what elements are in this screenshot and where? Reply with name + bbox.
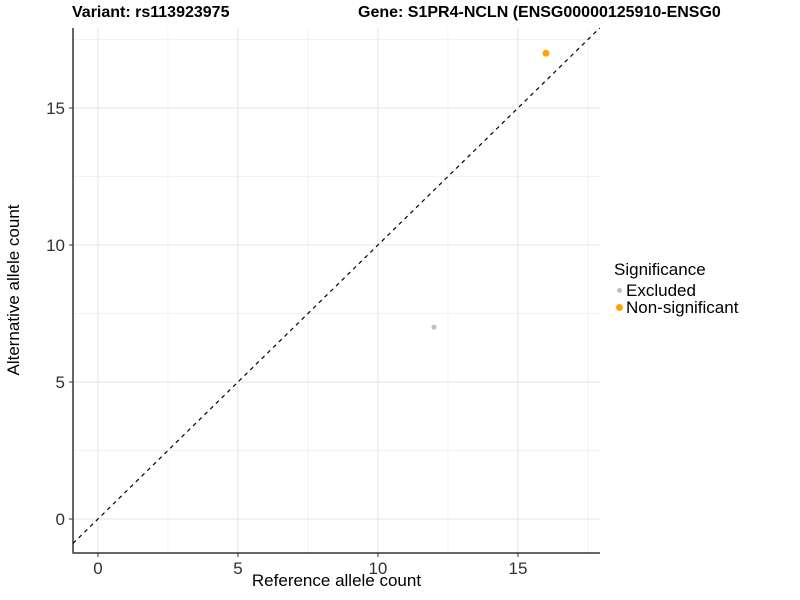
y-tick-label: 5 — [56, 373, 65, 392]
data-point-excluded — [431, 324, 437, 330]
y-tick-label: 15 — [46, 99, 65, 118]
x-axis-label: Reference allele count — [251, 571, 422, 590]
legend-entry-label: Non-significant — [626, 298, 739, 317]
y-tick-label: 0 — [56, 510, 65, 529]
legend: Significance Excluded Non-significant — [612, 260, 738, 316]
legend-title: Significance — [614, 260, 706, 279]
y-axis-label: Alternative allele count — [4, 204, 23, 376]
plot-title-variant: Variant: rs113923975 — [72, 4, 230, 21]
identity-dashed-line — [72, 27, 601, 544]
x-tick-label: 0 — [93, 559, 102, 578]
legend-dot-icon — [615, 304, 623, 311]
legend-entry-label: Excluded — [626, 281, 696, 300]
y-tick-label: 10 — [46, 236, 65, 255]
legend-entry: Non-significant — [612, 299, 738, 316]
legend-dot-icon — [616, 288, 622, 293]
x-tick-label: 5 — [233, 559, 242, 578]
legend-key — [612, 304, 626, 311]
legend-entries: Excluded Non-significant — [612, 282, 738, 316]
x-tick-label: 10 — [368, 559, 387, 578]
legend-entry: Excluded — [612, 282, 738, 299]
plot-title-gene: Gene: S1PR4-NCLN (ENSG00000125910-ENSG0 — [358, 4, 721, 21]
legend-key — [612, 288, 626, 293]
x-tick-label: 15 — [508, 559, 527, 578]
data-point-non-significant — [542, 49, 550, 57]
